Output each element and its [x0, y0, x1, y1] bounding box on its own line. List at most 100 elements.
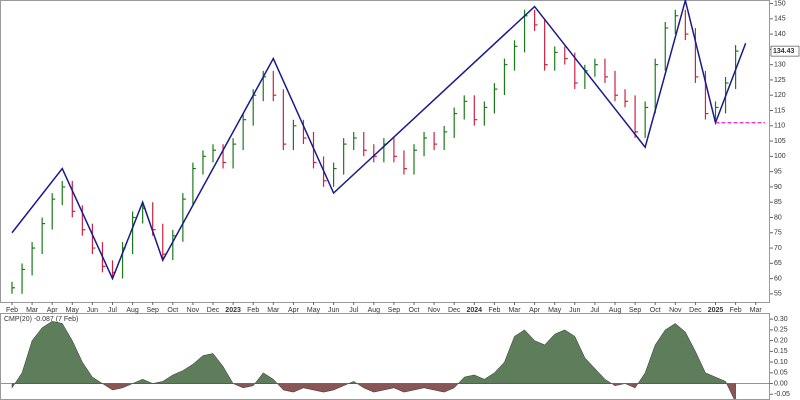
price-bar	[614, 70, 618, 102]
y-tick-label: 130	[774, 62, 786, 69]
price-bar	[61, 180, 66, 206]
y-tick-label: 100	[774, 153, 786, 160]
price-bar	[393, 138, 397, 163]
y-tick-label: 105	[774, 138, 786, 145]
y-tick-label: -0.05	[774, 391, 790, 398]
price-bar	[473, 95, 478, 126]
price-bar	[282, 89, 287, 151]
price-bar	[312, 132, 317, 169]
zigzag-line	[11, 0, 747, 281]
x-tick-label: Sep	[629, 307, 642, 314]
price-bar	[403, 150, 407, 175]
x-tick-label: May	[548, 307, 562, 314]
x-tick-label: May	[307, 307, 321, 314]
x-tick-label: Mar	[508, 307, 521, 314]
x-tick-label: Jun	[87, 307, 98, 314]
y-tick-label: 0.25	[774, 327, 788, 334]
price-bar	[212, 144, 216, 163]
price-bar	[81, 205, 86, 236]
x-tick-label: May	[66, 307, 80, 314]
x-tick-label: Jun	[569, 307, 580, 314]
x-tick-label: Jun	[328, 307, 339, 314]
price-bar	[343, 138, 347, 175]
price-bar	[41, 217, 46, 255]
y-tick-label: 65	[774, 260, 782, 267]
y-tick-label: 110	[774, 123, 785, 130]
x-tick-label: Feb	[247, 307, 259, 314]
y-tick-label: 0.20	[774, 337, 788, 344]
price-bar	[21, 263, 26, 294]
price-bar	[533, 9, 538, 31]
y-tick-label: 145	[774, 16, 786, 23]
x-tick-label: Apr	[288, 307, 300, 314]
x-tick-label: Dec	[207, 307, 220, 314]
y-tick-label: 0.15	[774, 348, 788, 355]
price-bar	[604, 58, 608, 83]
x-tick-label: Oct	[650, 307, 661, 314]
price-bar	[734, 45, 739, 89]
price-bar	[503, 58, 508, 96]
price-bar	[11, 281, 15, 294]
price-bar	[31, 242, 36, 276]
price-bar	[272, 70, 277, 102]
y-tick-label: 0.30	[774, 316, 788, 323]
x-tick-label: Nov	[428, 307, 441, 314]
price-bar	[91, 223, 96, 255]
y-tick-label: 0.10	[774, 359, 788, 366]
x-tick-label: Aug	[368, 307, 381, 314]
indicator-title: CMP(20) -0.087 (7 Feb)	[4, 316, 78, 323]
price-bar	[714, 101, 719, 120]
y-tick-label: 90	[774, 184, 782, 191]
price-bar	[232, 138, 237, 169]
price-bar	[644, 101, 649, 138]
x-tick-label: Dec	[689, 307, 702, 314]
price-bar	[554, 46, 558, 71]
x-tick-label: Mar	[750, 307, 763, 314]
x-tick-label: Oct	[409, 307, 420, 314]
y-tick-label: 0.00	[774, 380, 788, 387]
y-tick-label: 55	[774, 291, 782, 298]
y-tick-label: 80	[774, 214, 782, 221]
y-tick-label: 125	[774, 77, 786, 84]
price-bar	[433, 132, 438, 151]
price-bar	[71, 180, 76, 218]
y-tick-label: 60	[774, 275, 782, 282]
price-bar	[624, 89, 629, 108]
last-price-label: 134.43	[773, 48, 795, 55]
price-bar	[182, 193, 186, 242]
price-bar	[684, 9, 689, 41]
x-tick-label: Sep	[146, 307, 159, 314]
last-price-box	[770, 45, 800, 57]
price-bar	[654, 58, 659, 114]
price-bar	[564, 46, 568, 65]
area-positive	[11, 321, 736, 384]
price-bar	[694, 28, 699, 83]
price-bar	[222, 144, 227, 169]
price-bar	[192, 162, 196, 206]
price-bar	[363, 132, 367, 157]
price-bar	[202, 150, 206, 175]
price-bar	[493, 83, 498, 114]
x-tick-label: Oct	[167, 307, 178, 314]
y-tick-label: 0.05	[774, 370, 788, 377]
x-tick-label: Jul	[590, 307, 599, 314]
price-bar	[423, 132, 428, 157]
price-bar	[172, 229, 176, 261]
area-negative	[11, 383, 736, 400]
price-bar	[413, 144, 417, 175]
price-bar	[483, 101, 488, 126]
x-tick-label: Nov	[669, 307, 682, 314]
price-panel	[0, 0, 770, 303]
x-tick-label: Apr	[529, 307, 541, 314]
price-bar	[353, 132, 357, 151]
x-tick-label: Apr	[47, 307, 59, 314]
price-bar	[373, 144, 377, 163]
y-tick-label: 150	[774, 0, 786, 7]
x-tick-label: Aug	[609, 307, 622, 314]
price-bar	[51, 193, 56, 230]
price-bar	[292, 119, 297, 151]
y-tick-label: 85	[774, 199, 782, 206]
price-bar	[453, 107, 458, 138]
price-bar	[674, 9, 679, 34]
